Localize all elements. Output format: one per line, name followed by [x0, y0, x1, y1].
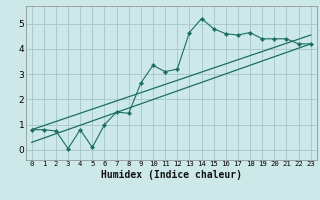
X-axis label: Humidex (Indice chaleur): Humidex (Indice chaleur)	[101, 170, 242, 180]
